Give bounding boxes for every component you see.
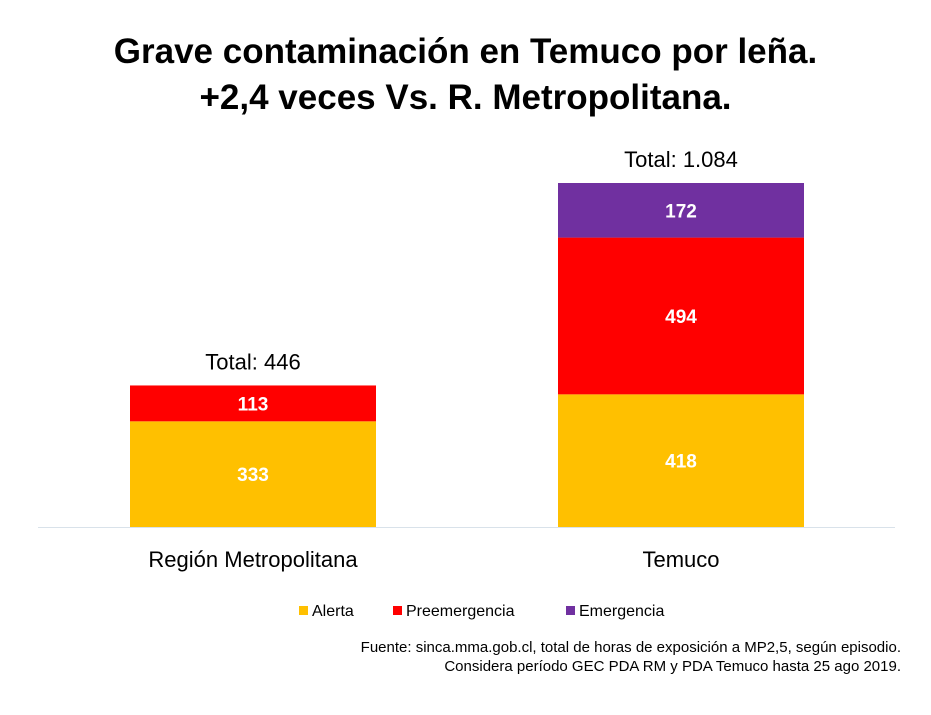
legend-swatch-emergencia xyxy=(566,606,575,615)
source-note-line2: Considera período GEC PDA RM y PDA Temuc… xyxy=(444,658,901,675)
bar-segment-alerta-1 xyxy=(558,394,804,527)
bar-segment-alerta-0 xyxy=(130,421,376,527)
total-label-1: Total: 1.084 xyxy=(624,147,738,172)
legend-label-preemergencia: Preemergencia xyxy=(406,603,515,620)
bar-segment-preemergencia-0 xyxy=(130,385,376,422)
chart-title-line2: +2,4 veces Vs. R. Metropolitana. xyxy=(199,78,732,117)
category-label-1: Temuco xyxy=(642,547,719,572)
chart-title-line1: Grave contaminación en Temuco por leña. xyxy=(113,32,818,71)
data-label-emergencia-1: 172 xyxy=(665,201,697,222)
legend-swatch-preemergencia xyxy=(393,606,402,615)
legend-label-emergencia: Emergencia xyxy=(579,603,664,620)
bar-segment-preemergencia-1 xyxy=(558,237,804,395)
bar-segment-emergencia-1 xyxy=(558,183,804,238)
data-label-preemergencia-1: 494 xyxy=(665,307,697,328)
legend-swatch-alerta xyxy=(299,606,308,615)
data-label-alerta-0: 333 xyxy=(237,465,269,486)
category-label-0: Región Metropolitana xyxy=(148,547,358,572)
total-label-0: Total: 446 xyxy=(205,349,300,374)
source-note-line1: Fuente: sinca.mma.gob.cl, total de horas… xyxy=(360,639,901,656)
data-label-preemergencia-0: 113 xyxy=(238,394,269,415)
legend-label-alerta: Alerta xyxy=(312,603,354,620)
data-label-alerta-1: 418 xyxy=(665,452,697,473)
